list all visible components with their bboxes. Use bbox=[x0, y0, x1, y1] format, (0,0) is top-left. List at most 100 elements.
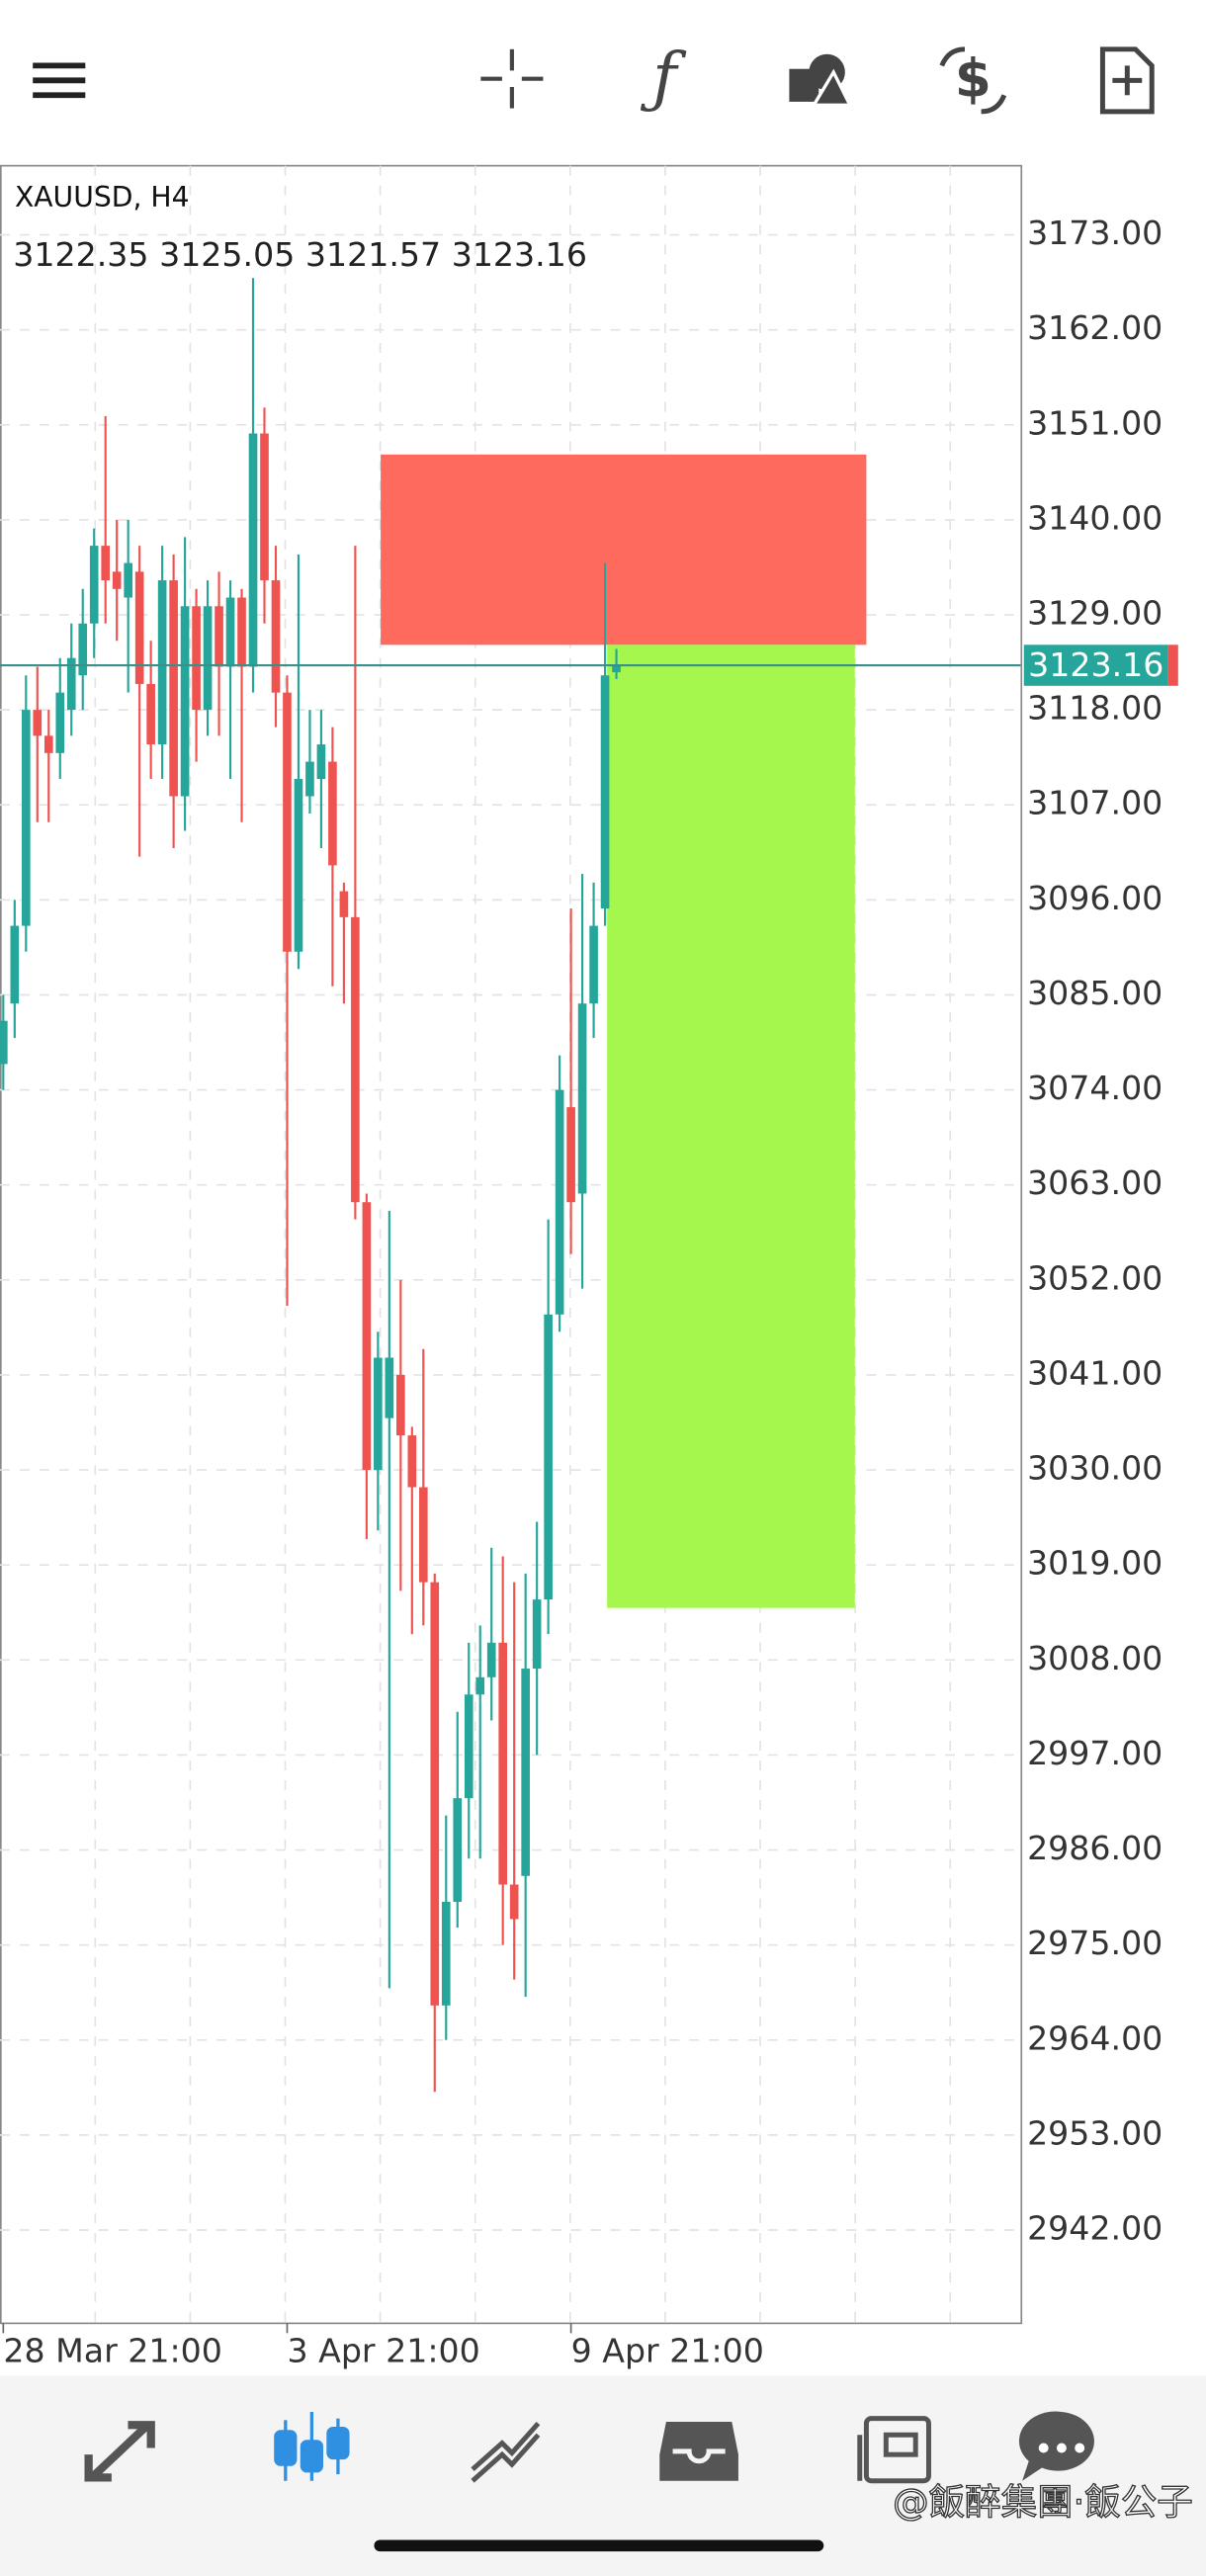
candle-body bbox=[351, 916, 360, 1203]
y-tick-label: 3063.00 bbox=[1027, 1163, 1163, 1202]
candle-body bbox=[10, 925, 20, 1004]
objects-button[interactable] bbox=[789, 53, 853, 107]
candle-body bbox=[521, 1669, 530, 1876]
y-tick-label: 2942.00 bbox=[1027, 2209, 1163, 2248]
candle-body bbox=[169, 580, 178, 797]
candle-body bbox=[43, 735, 53, 753]
candle-body bbox=[225, 597, 235, 667]
y-tick-label: 3162.00 bbox=[1027, 308, 1163, 347]
candle-body bbox=[112, 571, 122, 589]
symbol-title: XAUUSD, H4 bbox=[15, 181, 190, 214]
y-tick-label: 3085.00 bbox=[1027, 974, 1163, 1012]
candle-body bbox=[248, 433, 258, 667]
candle-body bbox=[260, 433, 269, 581]
stop-loss-zone bbox=[381, 454, 867, 645]
candle-body bbox=[589, 925, 598, 1004]
chat-tab[interactable] bbox=[1018, 2411, 1094, 2481]
price-label: 3123.16 bbox=[1028, 645, 1163, 684]
take-profit-zone bbox=[607, 644, 855, 1608]
icon-doc bbox=[1099, 46, 1155, 115]
chart-tab[interactable] bbox=[274, 2412, 350, 2481]
x-tick-label: 9 Apr 21:00 bbox=[571, 2332, 764, 2370]
candle-body bbox=[215, 606, 223, 667]
candle-body bbox=[0, 1020, 8, 1065]
candle-body bbox=[89, 546, 99, 624]
candle-body bbox=[407, 1435, 417, 1488]
candle-body bbox=[362, 1202, 372, 1471]
y-tick-label: 3173.00 bbox=[1027, 214, 1163, 252]
news-tab[interactable] bbox=[857, 2416, 931, 2484]
candle-body bbox=[577, 1003, 587, 1194]
axes: 3173.00 3162.00 3151.00 3140.00 3129.00 3118.… bbox=[0, 214, 1178, 2370]
candle-body bbox=[339, 891, 349, 917]
new-order-button[interactable] bbox=[1099, 46, 1155, 115]
icon-dot bbox=[1038, 2443, 1049, 2453]
watermark: @飯醉集團·飯公子 bbox=[893, 2480, 1193, 2523]
y-tick-label: 2986.00 bbox=[1027, 1829, 1163, 1867]
candle-body bbox=[385, 1357, 394, 1418]
candle-body bbox=[328, 761, 337, 866]
y-tick-label: 2953.00 bbox=[1027, 2113, 1163, 2152]
candle-body bbox=[101, 546, 111, 581]
trade-button[interactable]: $ bbox=[939, 46, 1007, 115]
candle-body bbox=[612, 665, 621, 673]
candle-body bbox=[316, 744, 326, 780]
icon-dot bbox=[1056, 2443, 1067, 2453]
candle-body bbox=[453, 1798, 463, 1902]
ohlc-low: 3121.57 bbox=[305, 234, 441, 273]
icon-body bbox=[300, 2440, 323, 2473]
icon-arrow bbox=[84, 2421, 155, 2482]
menu-button[interactable] bbox=[33, 62, 86, 99]
candle-body bbox=[66, 657, 76, 711]
chart: 3173.00 3162.00 3151.00 3140.00 3129.00 3118.… bbox=[0, 164, 1178, 2370]
candle-body bbox=[192, 606, 201, 711]
candle-body bbox=[498, 1642, 508, 1885]
y-tick-label: 3151.00 bbox=[1027, 403, 1163, 442]
candle-body bbox=[475, 1676, 485, 1695]
history-tab[interactable] bbox=[659, 2421, 738, 2481]
icon-bubble bbox=[1018, 2411, 1094, 2481]
candle-body bbox=[294, 779, 303, 952]
candle-body bbox=[600, 675, 610, 909]
y-tick-label: 3096.00 bbox=[1027, 879, 1163, 917]
icon-line bbox=[471, 2421, 541, 2483]
y-tick-label: 3118.00 bbox=[1027, 689, 1163, 728]
candle-body bbox=[509, 1884, 519, 1920]
candle-body bbox=[396, 1374, 405, 1436]
candle-body bbox=[464, 1694, 474, 1799]
icon-tray-slot bbox=[672, 2448, 726, 2464]
y-tick-label: 3052.00 bbox=[1027, 1258, 1163, 1297]
trade-tab[interactable] bbox=[471, 2421, 541, 2483]
price-label-tag bbox=[1167, 644, 1178, 686]
candle-body bbox=[430, 1582, 440, 2006]
crosshair-button[interactable] bbox=[480, 48, 544, 109]
candle-body bbox=[203, 606, 213, 711]
quotes-tab[interactable] bbox=[84, 2421, 155, 2482]
candle-body bbox=[157, 580, 167, 745]
y-tick-label: 2975.00 bbox=[1027, 1924, 1163, 1962]
y-tick-label: 3107.00 bbox=[1027, 784, 1163, 822]
candle-body bbox=[441, 1901, 451, 2006]
icon-paper bbox=[863, 2416, 931, 2484]
candle-body bbox=[486, 1642, 496, 1677]
x-tick-label: 28 Mar 21:00 bbox=[3, 2332, 222, 2370]
icon-arrow bbox=[89, 2422, 151, 2481]
icon-glyph: $ bbox=[955, 48, 991, 110]
icon-tray bbox=[659, 2421, 738, 2481]
candle-body bbox=[271, 580, 281, 693]
candle-body bbox=[283, 692, 292, 952]
ohlc-high: 3125.05 bbox=[159, 234, 295, 273]
ohlc-close: 3123.16 bbox=[452, 234, 587, 273]
candle-body bbox=[21, 710, 31, 926]
icon-body bbox=[326, 2426, 350, 2460]
icon-paper bbox=[883, 2432, 918, 2457]
candle-body bbox=[555, 1089, 564, 1315]
y-tick-label: 3140.00 bbox=[1027, 498, 1163, 537]
candle-body bbox=[78, 623, 88, 676]
y-tick-label: 2964.00 bbox=[1027, 2018, 1163, 2057]
home-indicator bbox=[374, 2539, 824, 2552]
icon-body bbox=[274, 2430, 298, 2466]
y-tick-label: 3041.00 bbox=[1027, 1353, 1163, 1392]
